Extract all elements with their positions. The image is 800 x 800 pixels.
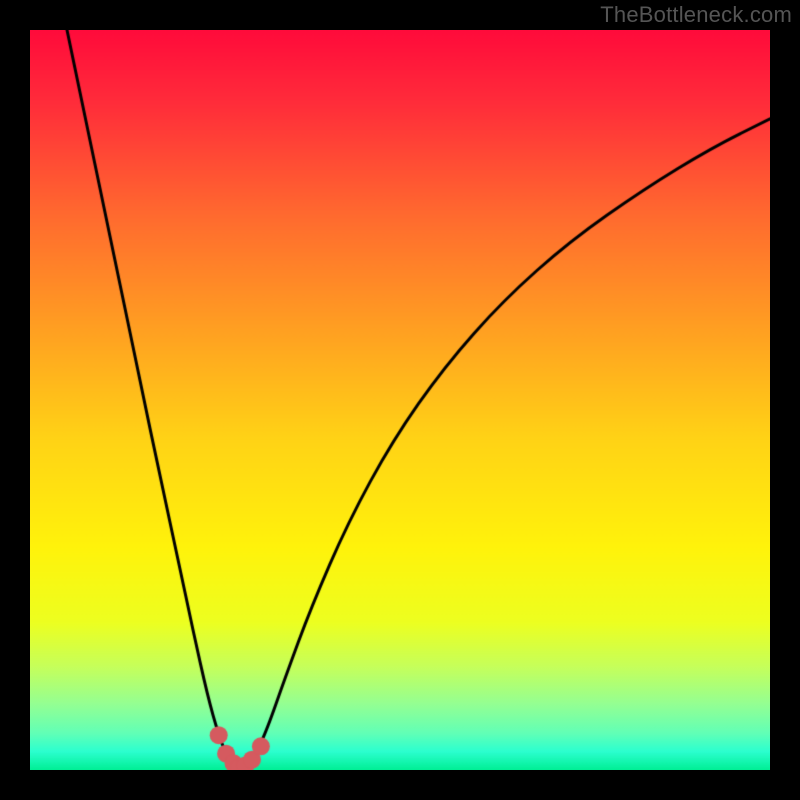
watermark-text: TheBottleneck.com [600, 2, 792, 28]
plot-axes [30, 30, 770, 770]
plot-frame [30, 30, 770, 770]
